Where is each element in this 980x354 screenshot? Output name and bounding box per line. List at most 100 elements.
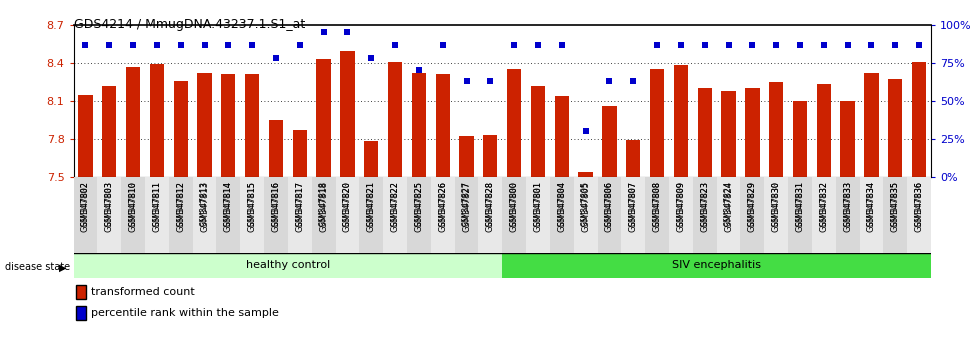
Text: GSM347802: GSM347802 — [81, 181, 90, 226]
Bar — [603, 106, 616, 177]
Bar — [788, 177, 811, 253]
Bar — [673, 65, 688, 177]
Bar — [388, 62, 402, 177]
Text: GSM347823: GSM347823 — [701, 181, 710, 232]
Bar — [335, 177, 360, 253]
Text: GSM347836: GSM347836 — [914, 181, 923, 232]
Bar — [312, 177, 335, 253]
Text: GSM347833: GSM347833 — [843, 181, 853, 226]
Text: GSM347821: GSM347821 — [367, 181, 375, 226]
Text: GSM347824: GSM347824 — [724, 181, 733, 232]
Bar — [598, 177, 621, 253]
Text: GSM347831: GSM347831 — [796, 181, 805, 226]
Text: GSM347813: GSM347813 — [200, 181, 209, 226]
Bar — [764, 177, 788, 253]
Bar — [531, 86, 545, 177]
Text: GSM347815: GSM347815 — [248, 181, 257, 226]
Text: GSM347814: GSM347814 — [223, 181, 233, 226]
Text: GSM347800: GSM347800 — [510, 181, 518, 232]
Bar — [340, 51, 355, 177]
Text: SIV encephalitis: SIV encephalitis — [672, 261, 761, 270]
Bar — [741, 177, 764, 253]
Bar — [74, 253, 502, 278]
Bar — [502, 177, 526, 253]
Text: GSM347833: GSM347833 — [843, 181, 853, 232]
Text: GSM347835: GSM347835 — [891, 181, 900, 226]
Text: GSM347828: GSM347828 — [486, 181, 495, 226]
Text: GSM347803: GSM347803 — [105, 181, 114, 226]
Text: GSM347817: GSM347817 — [295, 181, 304, 232]
Text: transformed count: transformed count — [91, 287, 195, 297]
Text: GSM347825: GSM347825 — [415, 181, 423, 232]
Text: GSM347818: GSM347818 — [319, 181, 328, 226]
Text: GSM347812: GSM347812 — [176, 181, 185, 232]
Bar — [645, 177, 669, 253]
Text: GSM347832: GSM347832 — [819, 181, 828, 226]
Text: GSM347818: GSM347818 — [319, 181, 328, 232]
Text: GSM347814: GSM347814 — [223, 181, 233, 232]
Text: GSM347800: GSM347800 — [510, 181, 518, 226]
Bar — [455, 177, 478, 253]
Bar — [245, 74, 260, 177]
Text: GSM347822: GSM347822 — [391, 181, 400, 226]
Bar — [483, 135, 498, 177]
Bar — [478, 177, 502, 253]
Text: GSM347832: GSM347832 — [819, 181, 828, 232]
Bar — [698, 88, 711, 177]
Bar — [435, 74, 450, 177]
Text: GSM347829: GSM347829 — [748, 181, 757, 226]
Bar — [502, 253, 943, 278]
Bar — [293, 130, 307, 177]
Bar — [383, 177, 407, 253]
Text: GDS4214 / MmugDNA.43237.1.S1_at: GDS4214 / MmugDNA.43237.1.S1_at — [74, 18, 305, 31]
Bar — [102, 86, 117, 177]
Bar — [621, 177, 645, 253]
Text: healthy control: healthy control — [246, 261, 330, 270]
Text: GSM347811: GSM347811 — [152, 181, 162, 232]
Text: GSM347816: GSM347816 — [271, 181, 280, 226]
Text: GSM347806: GSM347806 — [605, 181, 613, 232]
Bar — [693, 177, 716, 253]
Bar — [816, 84, 831, 177]
Text: GSM347834: GSM347834 — [867, 181, 876, 232]
Bar — [264, 177, 288, 253]
Bar — [197, 73, 212, 177]
Bar — [145, 177, 169, 253]
Bar — [150, 64, 164, 177]
Text: GSM347812: GSM347812 — [176, 181, 185, 226]
Text: GSM347808: GSM347808 — [653, 181, 662, 226]
Bar — [888, 79, 903, 177]
Text: GSM347805: GSM347805 — [581, 181, 590, 226]
Text: percentile rank within the sample: percentile rank within the sample — [91, 308, 279, 318]
Bar — [431, 177, 455, 253]
Bar — [221, 74, 235, 177]
Bar — [269, 120, 283, 177]
Bar — [169, 177, 193, 253]
Text: GSM347835: GSM347835 — [891, 181, 900, 232]
Text: GSM347809: GSM347809 — [676, 181, 685, 232]
Text: GSM347825: GSM347825 — [415, 181, 423, 226]
Bar — [122, 177, 145, 253]
Bar — [626, 140, 640, 177]
Text: GSM347801: GSM347801 — [533, 181, 543, 232]
Bar — [173, 81, 188, 177]
Bar — [721, 91, 736, 177]
Text: GSM347813: GSM347813 — [200, 181, 209, 232]
Text: GSM347817: GSM347817 — [295, 181, 304, 226]
Bar — [669, 177, 693, 253]
Text: GSM347831: GSM347831 — [796, 181, 805, 232]
Bar — [507, 69, 521, 177]
Text: GSM347808: GSM347808 — [653, 181, 662, 232]
Text: GSM347810: GSM347810 — [128, 181, 137, 232]
Text: GSM347828: GSM347828 — [486, 181, 495, 232]
Bar — [193, 177, 217, 253]
Text: GSM347815: GSM347815 — [248, 181, 257, 232]
Text: GSM347826: GSM347826 — [438, 181, 447, 226]
Bar — [240, 177, 264, 253]
Text: GSM347801: GSM347801 — [533, 181, 543, 226]
Text: GSM347809: GSM347809 — [676, 181, 685, 226]
Bar — [578, 172, 593, 177]
Bar — [745, 88, 760, 177]
Text: GSM347824: GSM347824 — [724, 181, 733, 226]
Bar — [555, 96, 569, 177]
